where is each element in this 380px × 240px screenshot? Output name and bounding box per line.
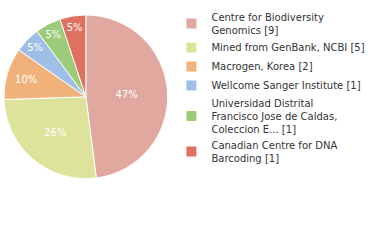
svg-text:Canadian Centre for DNABarcodi: Canadian Centre for DNABarcoding [1] [211, 140, 337, 164]
svg-text:Centre for BiodiversityGenomic: Centre for BiodiversityGenomics [9] [211, 12, 324, 36]
svg-text:Macrogen, Korea [2]: Macrogen, Korea [2] [211, 61, 312, 72]
svg-text:47%: 47% [116, 89, 138, 100]
svg-text:Wellcome Sanger Institute [1]: Wellcome Sanger Institute [1] [211, 80, 360, 91]
svg-text:10%: 10% [15, 74, 37, 85]
svg-text:Mined from GenBank, NCBI [5]: Mined from GenBank, NCBI [5] [211, 42, 364, 53]
svg-text:5%: 5% [27, 42, 43, 53]
svg-text:5%: 5% [45, 29, 61, 40]
svg-text:Universidad DistritalFrancisco: Universidad DistritalFrancisco Jose de C… [211, 98, 337, 135]
svg-text:5%: 5% [67, 22, 83, 33]
svg-text:26%: 26% [44, 127, 66, 138]
